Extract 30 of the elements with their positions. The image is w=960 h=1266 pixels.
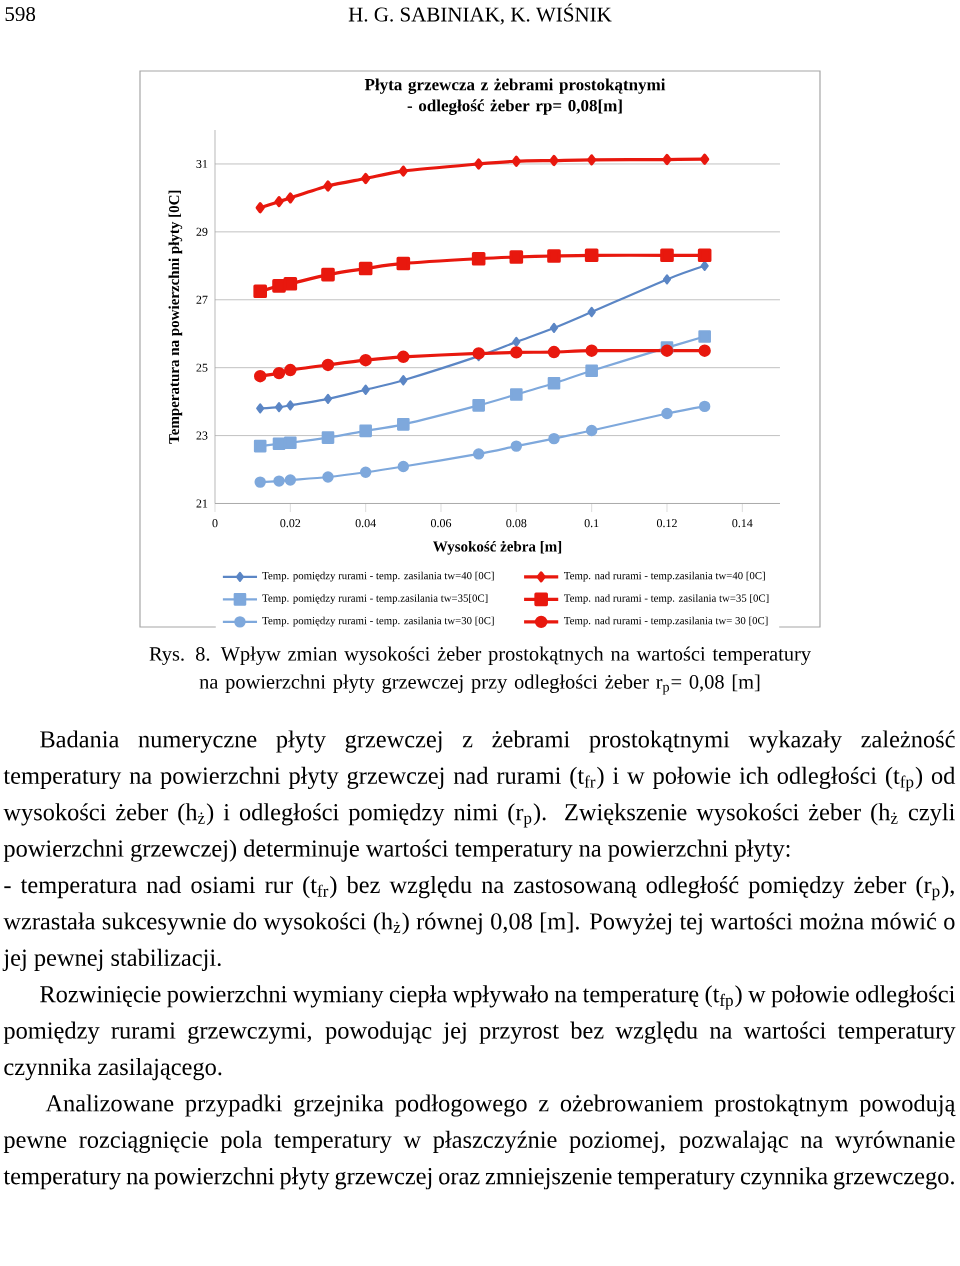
x-tick-label: 0.1: [584, 519, 599, 528]
x-tick-label: 0.02: [280, 519, 301, 528]
y-tick-label: 29: [196, 227, 208, 236]
legend-label: Temp. pomiędzy rurami - temp. zasilania tw=30 [0C]: [262, 616, 494, 627]
x-tick-label: 0.12: [656, 519, 677, 528]
text: H. G. SABINIAK, K. WIŚNIK: [348, 3, 612, 25]
text: Rys. 8. Wpływ zmian wysokości żeber prostokątnych na wartości temperatury na powierzchni płyty grzewczej przy odległości żeber r$_{p}$= 0,08 [m]: [149, 646, 811, 695]
chart-title: Płyta grzewcza z żebrami prostokątnymi - odległość żeber rp= 0,08[m]: [364, 78, 666, 115]
legend-label: Temp. nad rurami - temp. zasilania tw=35 [0C]: [564, 594, 769, 604]
x-axis-title: Wysokość żebra [m]: [433, 540, 562, 555]
y-tick-label: 31: [196, 159, 208, 168]
text: Analizowane przypadki grzejnika podłogowego z ożebrowaniem prostokątnym powodują pewne rozciągnięcie pola temperatury w płaszczyźnie poziomej, pozwalając na wyrównanie temperatury na powierzchni płyty grzewczej oraz zmniejszenie temperatury czynnika grzewczego.: [3, 1094, 956, 1190]
text: Badania numeryczne płyty grzewczej z żebrami prostokątnymi wykazały zależność temperatury na powierzchni płyty grzewczej nad rurami (t$_{fr}$) i w połowie ich odległości (t$_{fp}$) od wysokości żeber (h$_{ż}$) i odległości pomiędzy nimi (r$_{p}$). Zwiększenie wysokości żeber (h$_{ż}$ czyli powierzchni grzewczej) determinuje wartości temperatury na powierzchni płyty:: [3, 730, 956, 862]
y-tick-label: 27: [196, 295, 208, 304]
legend-label: Temp. nad rurami - temp.zasilania tw= 30 [0C]: [564, 616, 768, 627]
x-tick-label: 0.04: [355, 519, 376, 528]
x-tick-label: 0.06: [430, 519, 452, 528]
legend-label: Temp. pomiędzy rurami - temp. zasilania tw=40 [0C]: [262, 571, 494, 582]
y-axis-title: Temperatura na powierzchni płyty [0C]: [168, 190, 183, 444]
y-tick-label: 23: [196, 431, 208, 440]
x-tick-label: 0: [212, 519, 218, 528]
x-tick-label: 0.08: [506, 519, 527, 528]
y-tick-label: 21: [196, 499, 208, 508]
text: 598: [5, 6, 36, 22]
x-tick-label: 0.14: [732, 519, 753, 528]
y-tick-label: 25: [196, 363, 208, 372]
text: Rozwinięcie powierzchni wymiany ciepła wpływało na temperaturę (t$_{fp}$) w połowie odległości pomiędzy rurami grzewczymi, powodując jej przyrost bez względu na wartości temperatury czynnika zasilającego.: [3, 985, 956, 1081]
legend-label: Temp. nad rurami - temp.zasilania tw=40 [0C]: [564, 571, 765, 582]
text: - temperatura nad osiami rur (t$_{fr}$) bez względu na zastosowaną odległość pomiędzy żeber (r$_{p}$), wzrastała sukcesywnie do wysokości (h$_{ż}$) równej 0,08 [m]. Powyżej tej wartości można mówić o jej pewnej stabilizacji.: [2, 875, 955, 971]
legend-label: Temp. pomiędzy rurami - temp.zasilania tw=35[0C]: [262, 594, 488, 604]
